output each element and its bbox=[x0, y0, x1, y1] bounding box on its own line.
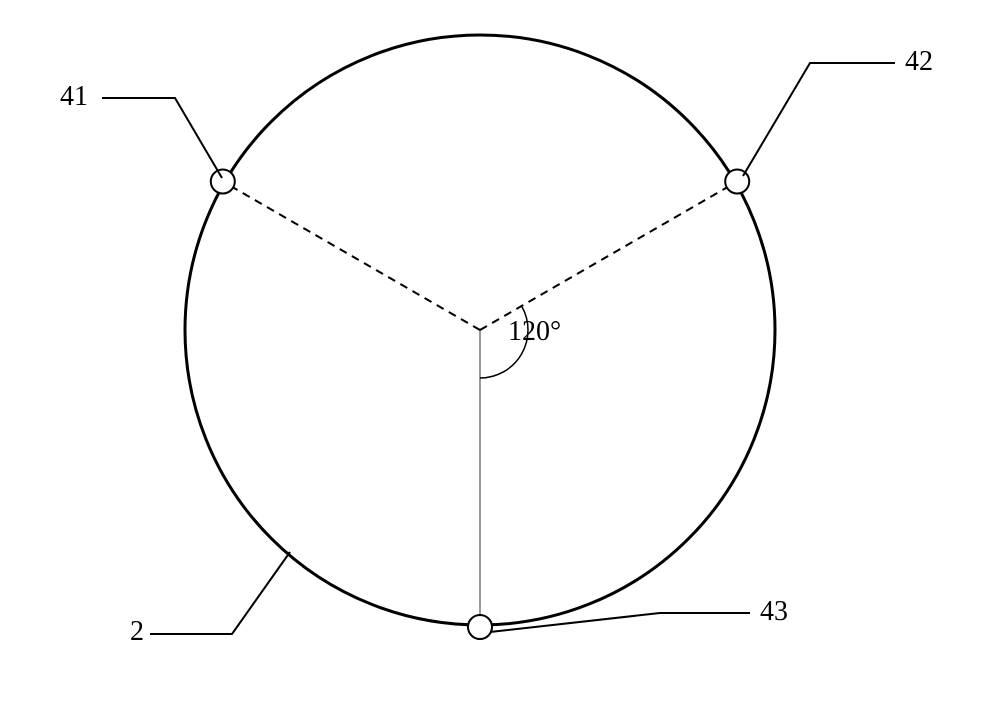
label-circle: 2 bbox=[130, 616, 144, 647]
label-42: 42 bbox=[905, 46, 933, 77]
label-43: 43 bbox=[760, 596, 788, 627]
label-41: 41 bbox=[60, 81, 88, 112]
node-43 bbox=[468, 615, 492, 639]
node-41 bbox=[211, 170, 235, 194]
diagram-svg: 120° 41 42 43 2 bbox=[0, 0, 1000, 705]
angle-label: 120° bbox=[508, 316, 561, 347]
background bbox=[0, 0, 1000, 705]
